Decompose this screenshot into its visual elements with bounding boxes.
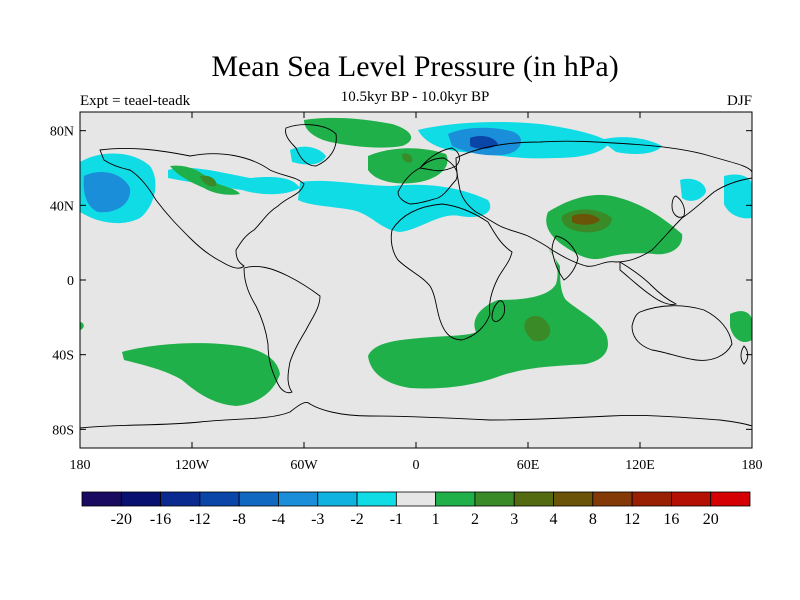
colorbar-swatch [160, 491, 201, 507]
anomaly-region-south-pacific-positive [122, 343, 280, 406]
colorbar-swatch [395, 491, 437, 507]
colorbar-label: 2 [471, 511, 479, 528]
colorbar-label: -1 [390, 511, 403, 528]
colorbar-swatch [553, 491, 594, 507]
experiment-label: Expt = teael-teadk [80, 93, 191, 109]
colorbar-label: -4 [272, 511, 285, 528]
x-tick-label: 60E [517, 458, 540, 473]
anomaly-region-date-line-negative [724, 174, 752, 219]
anomaly-region-west-edge-positive [80, 322, 84, 330]
colorbar-swatch [631, 491, 672, 507]
y-tick-label: 40S [52, 349, 74, 364]
anomaly-region-greenland-negative [290, 146, 326, 165]
colorbar-label: 12 [624, 511, 640, 528]
coastline-africa [390, 203, 513, 341]
colorbar-label: -2 [350, 511, 363, 528]
map-subtitle: 10.5kyr BP - 10.0kyr BP [340, 89, 490, 105]
x-tick-label: 180 [742, 458, 763, 473]
y-tick-label: 80N [50, 125, 74, 140]
anomaly-region-indian-ocean-core [524, 315, 551, 342]
colorbar-swatch [120, 491, 161, 507]
anomaly-region-scandinavia-positive [368, 148, 448, 184]
coastline-greenland [285, 124, 337, 167]
coastline-asia [455, 140, 752, 267]
colorbar-label: 1 [432, 511, 440, 528]
coastlines [80, 124, 752, 429]
axis-labels: 180 120W 60W 0 60E 120E 180 80N 40N 0 40S 80S [50, 125, 763, 473]
y-tick-label: 40N [50, 199, 74, 214]
anomaly-region-canada-core [200, 175, 217, 187]
colorbar-swatch [317, 491, 358, 507]
pressure-anomaly-fields [80, 117, 752, 406]
x-tick-label: 120E [625, 458, 655, 473]
coastline-southeast-asia [619, 261, 678, 305]
map-plot-area: 180 120W 60W 0 60E 120E 180 80N 40N 0 40S 80S [50, 111, 763, 473]
coastline-japan [671, 195, 685, 218]
anomaly-region-west-pacific-negative [680, 178, 706, 201]
anomaly-region-arctic-center [470, 136, 498, 149]
coastline-north-america [99, 147, 305, 269]
coastline-scandinavia [419, 147, 460, 172]
anomaly-region-tibet-center [572, 213, 600, 225]
anomaly-region-atlantic-negative [298, 180, 491, 232]
colorbar-label: 20 [703, 511, 719, 528]
coastline-antarctica [80, 401, 752, 429]
colorbar-label: 4 [550, 511, 558, 528]
axis-ticks [79, 112, 753, 448]
x-tick-label: 180 [70, 458, 91, 473]
x-tick-label: 60W [290, 458, 318, 473]
colorbar-label: -16 [150, 511, 171, 528]
colorbar-swatch [356, 491, 397, 507]
coastline-new-zealand [740, 345, 749, 365]
y-tick-label: 80S [52, 423, 74, 438]
anomaly-region-arctic-positive [304, 117, 412, 148]
colorbar-swatch [474, 491, 515, 507]
colorbar-swatch [81, 491, 122, 507]
anomaly-region-australia-east-positive [730, 311, 752, 343]
coastline-india [551, 235, 579, 281]
x-tick-label: 0 [413, 458, 420, 473]
colorbar-label: -3 [311, 511, 324, 528]
colorbar-label: 8 [589, 511, 597, 528]
anomaly-region-asia-negative [600, 137, 662, 154]
colorbar-label: -12 [189, 511, 210, 528]
colorbar-swatch [592, 491, 633, 507]
colorbar-swatch [513, 491, 554, 507]
colorbar-swatch [671, 491, 712, 507]
x-tick-label: 120W [175, 458, 210, 473]
colorbar-swatch [710, 491, 751, 507]
colorbar-label: 3 [510, 511, 518, 528]
colorbar-swatch [435, 491, 476, 507]
colorbar-swatch [238, 491, 279, 507]
colorbar-label: -20 [111, 511, 132, 528]
coastline-south-america [243, 265, 321, 394]
season-label: DJF [726, 93, 752, 109]
coastline-australia [631, 305, 733, 361]
colorbar-swatch [199, 491, 240, 507]
colorbar-label: 16 [663, 511, 679, 528]
y-tick-label: 0 [67, 274, 74, 289]
colorbar: -20 -16 -12 -8 -4 -3 -2 -1 1 2 3 4 8 12 16 20 [81, 491, 751, 528]
colorbar-label: -8 [233, 511, 246, 528]
anomaly-region-north-pacific-core [83, 172, 131, 213]
colorbar-swatch [278, 491, 319, 507]
anomaly-region-scandinavia-core [402, 153, 413, 163]
map-title: Mean Sea Level Pressure (in hPa) [211, 50, 619, 83]
coastline-madagascar [491, 300, 505, 322]
